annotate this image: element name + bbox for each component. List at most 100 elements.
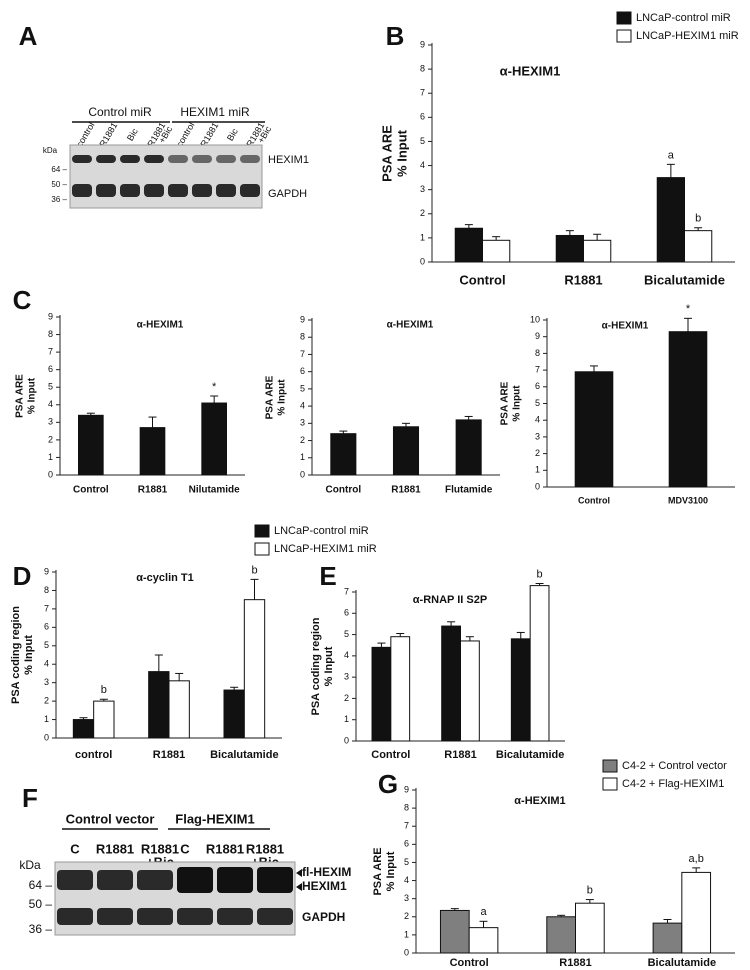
x-tick-label: R1881	[564, 272, 602, 287]
y-tick-label: 6	[48, 364, 53, 374]
blot-band	[120, 155, 140, 163]
x-tick-label: Bicalutamide	[496, 749, 564, 761]
y-tick-label: 5	[48, 382, 53, 392]
blot-band	[216, 155, 236, 163]
y-tick-label: 2	[44, 695, 49, 705]
legend-label: LNCaP-control miR	[274, 525, 369, 537]
bar	[392, 426, 420, 476]
legend-swatch	[616, 11, 632, 25]
y-tick-label: 2	[420, 208, 425, 218]
blot-band	[177, 908, 213, 925]
y-axis-label: % Input	[512, 385, 523, 422]
panel-letter: G	[378, 769, 398, 799]
error-bar	[210, 395, 219, 404]
y-tick-label: 7	[44, 603, 49, 613]
y-tick-label: 4	[300, 400, 305, 410]
band-label: HEXIM1	[268, 154, 309, 166]
blot-band	[217, 908, 253, 925]
blot-band	[120, 184, 140, 197]
y-axis-label: PSA coding region	[310, 617, 322, 715]
blot-band	[168, 155, 188, 163]
panel-letter: F	[22, 783, 38, 813]
blot-band	[192, 184, 212, 197]
bar	[201, 402, 227, 476]
bar	[574, 371, 614, 488]
lane-label: R1881	[198, 121, 220, 149]
y-tick-label: 10	[530, 314, 540, 324]
error-bar	[230, 686, 239, 691]
x-tick-label: R1881	[444, 749, 476, 761]
lane-label: R1881	[141, 841, 179, 856]
y-tick-label: 7	[300, 349, 305, 359]
annotation: b	[537, 568, 543, 580]
bar	[371, 646, 392, 742]
error-bar	[175, 672, 184, 681]
y-tick-label: 0	[404, 947, 409, 957]
y-tick-label: 7	[48, 346, 53, 356]
legend-swatch	[254, 524, 270, 538]
y-tick-label: 2	[404, 911, 409, 921]
blot-band	[137, 908, 173, 925]
error-bar	[593, 233, 602, 241]
marker-label: 50 –	[29, 897, 53, 911]
y-tick-label: 3	[404, 893, 409, 903]
legend-swatch	[602, 759, 618, 773]
y-tick-label: 9	[48, 311, 53, 321]
bar	[575, 902, 605, 954]
blot-band	[57, 908, 93, 925]
legend-swatch	[602, 777, 618, 791]
error-bar	[479, 920, 488, 928]
bar	[139, 427, 166, 476]
blot-band	[257, 867, 293, 893]
y-tick-label: 5	[420, 136, 425, 146]
y-tick-label: 6	[300, 366, 305, 376]
bar	[390, 636, 411, 742]
error-bar	[396, 633, 405, 637]
y-tick-label: 1	[344, 714, 349, 724]
y-axis-label: PSA coding region	[10, 606, 22, 704]
lane-label: R1881	[97, 121, 119, 149]
y-tick-label: 1	[48, 452, 53, 462]
y-tick-label: 7	[404, 821, 409, 831]
y-axis-label: PSA ARE	[379, 125, 394, 182]
bar	[93, 700, 115, 739]
group-label: Control vector	[66, 811, 155, 826]
bar	[460, 640, 480, 742]
x-tick-label: R1881	[153, 749, 185, 761]
error-bar	[79, 717, 88, 720]
x-tick-label: Control	[459, 272, 505, 287]
blot-band	[72, 155, 92, 163]
legend-label: C4-2 + Control vector	[622, 760, 727, 772]
blot-membrane	[54, 861, 296, 936]
bar	[148, 671, 170, 739]
blot-band	[57, 870, 93, 890]
y-tick-label: 3	[300, 418, 305, 428]
x-tick-label: Control	[450, 957, 489, 969]
y-tick-label: 4	[404, 875, 409, 885]
y-axis-label: PSA ARE	[500, 381, 511, 425]
error-bar	[663, 918, 672, 924]
bar	[439, 909, 470, 954]
bar	[78, 414, 104, 476]
y-tick-label: 8	[44, 585, 49, 595]
y-tick-label: 1	[44, 714, 49, 724]
error-bar	[465, 636, 474, 641]
error-bar	[516, 631, 525, 639]
y-tick-label: 9	[300, 314, 305, 324]
band-arrow	[296, 883, 302, 891]
blot-band	[97, 908, 133, 925]
bar	[684, 230, 713, 263]
y-tick-label: 5	[344, 629, 349, 639]
y-tick-label: 8	[300, 332, 305, 342]
y-tick-label: 6	[344, 608, 349, 618]
error-bar	[557, 914, 566, 917]
x-tick-label: R1881	[138, 485, 168, 496]
x-tick-label: Bicalutamide	[644, 272, 725, 287]
y-tick-label: 1	[420, 232, 425, 242]
x-tick-label: R1881	[391, 485, 421, 496]
error-bar	[565, 230, 574, 236]
x-tick-label: Nilutamide	[189, 485, 241, 496]
annotation: b	[101, 684, 107, 696]
annotation: b	[587, 884, 593, 896]
y-tick-label: 0	[344, 735, 349, 745]
